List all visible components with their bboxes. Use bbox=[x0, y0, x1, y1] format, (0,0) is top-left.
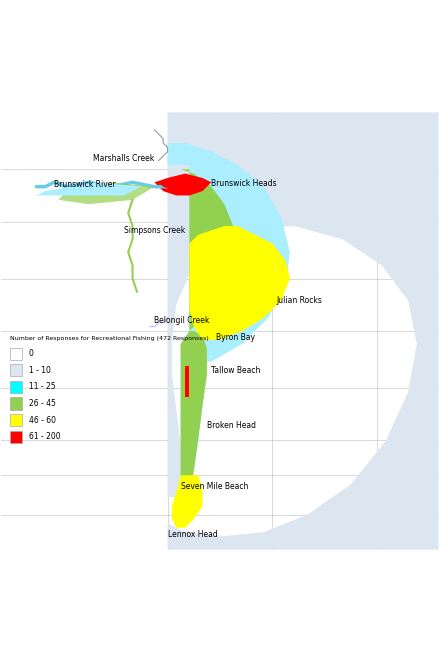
Text: Brunswick River: Brunswick River bbox=[54, 180, 115, 189]
Polygon shape bbox=[185, 366, 189, 397]
Polygon shape bbox=[168, 143, 290, 361]
Text: 1 - 10: 1 - 10 bbox=[29, 366, 51, 375]
Bar bbox=[10, 431, 22, 443]
Text: Number of Responses for Recreational Fishing (472 Responses): Number of Responses for Recreational Fis… bbox=[10, 336, 209, 341]
Bar bbox=[10, 381, 22, 393]
Text: Simpsons Creek: Simpsons Creek bbox=[124, 226, 185, 235]
Text: Marshalls Creek: Marshalls Creek bbox=[93, 154, 154, 163]
Text: 61 - 200: 61 - 200 bbox=[29, 432, 61, 442]
Text: 26 - 45: 26 - 45 bbox=[29, 399, 56, 408]
Text: 46 - 60: 46 - 60 bbox=[29, 416, 56, 425]
Polygon shape bbox=[58, 182, 154, 204]
Text: Belongil Creek: Belongil Creek bbox=[154, 316, 210, 324]
Text: 0: 0 bbox=[29, 350, 34, 358]
Text: 11 - 25: 11 - 25 bbox=[29, 383, 55, 391]
Polygon shape bbox=[181, 331, 207, 497]
Bar bbox=[10, 348, 22, 360]
Polygon shape bbox=[154, 173, 211, 195]
Polygon shape bbox=[159, 178, 202, 191]
Polygon shape bbox=[189, 226, 290, 340]
Text: Seven Mile Beach: Seven Mile Beach bbox=[181, 482, 248, 491]
Text: Brunswick Heads: Brunswick Heads bbox=[211, 179, 277, 188]
Polygon shape bbox=[37, 182, 141, 195]
Text: Julian Rocks: Julian Rocks bbox=[277, 296, 323, 305]
Polygon shape bbox=[168, 113, 439, 549]
Polygon shape bbox=[168, 169, 238, 331]
Text: Lennox Head: Lennox Head bbox=[168, 530, 217, 539]
Text: Byron Bay: Byron Bay bbox=[216, 333, 255, 342]
Bar bbox=[10, 414, 22, 426]
Bar bbox=[10, 364, 22, 377]
Text: Tallow Beach: Tallow Beach bbox=[211, 366, 260, 375]
Text: Broken Head: Broken Head bbox=[207, 420, 256, 430]
Polygon shape bbox=[181, 331, 207, 497]
Polygon shape bbox=[172, 475, 202, 528]
Bar bbox=[10, 397, 22, 410]
